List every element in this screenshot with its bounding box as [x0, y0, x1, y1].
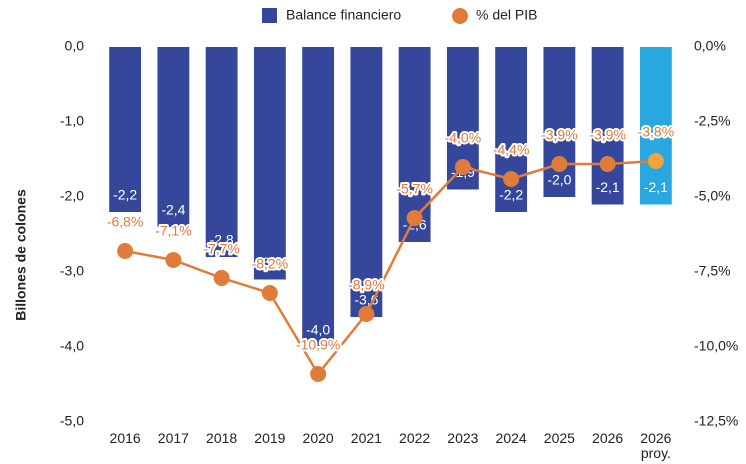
y2-tick-label: -7,5%	[694, 263, 731, 279]
x-tick-label: 2026	[592, 430, 624, 446]
line-marker	[551, 156, 568, 172]
x-tick-label: 2018	[206, 430, 238, 446]
x-tick-label: 2020	[302, 430, 334, 446]
y2-tick-label: -10,0%	[694, 338, 738, 354]
legend-swatch	[262, 8, 277, 23]
x-tick-label: 2024	[495, 430, 527, 446]
x-tick-label: 2023	[447, 430, 479, 446]
bar	[398, 47, 431, 242]
line-marker	[647, 153, 664, 169]
bar	[350, 47, 383, 317]
y-tick-label: 0,0	[65, 38, 85, 54]
y-tick-label: -2,0	[60, 188, 84, 204]
line-marker	[261, 285, 278, 301]
line-marker	[165, 252, 182, 268]
line-value-label: -10,9%	[296, 337, 340, 353]
bar	[253, 47, 286, 280]
bar-value-label: -2,2	[113, 187, 137, 203]
bar	[109, 47, 142, 212]
y2-tick-label: -5,0%	[694, 188, 731, 204]
line-value-label: -4,0%	[445, 130, 482, 146]
bar-value-label: -3,1	[258, 254, 282, 270]
line-value-label: -4,4%	[493, 142, 530, 158]
line	[124, 159, 656, 377]
line-marker	[454, 159, 471, 175]
bar-value-label: -4,0	[306, 322, 330, 338]
line-marker	[213, 270, 230, 286]
bar	[205, 47, 238, 257]
x-tick-label: 2019	[254, 430, 286, 446]
bar-value-label: -2,1	[644, 179, 668, 195]
line-value-label: -3,8%	[638, 124, 675, 140]
x-tick-label: 2021	[350, 430, 382, 446]
y2-tick-label: 0,0%	[694, 38, 726, 54]
line-value-label: -3,9%	[541, 127, 578, 143]
x-tick-label: 2025	[543, 430, 575, 446]
line-value-label: -8,9%	[348, 277, 385, 293]
line-value-label: -5,7%	[396, 181, 433, 197]
y-tick-label: -5,0	[60, 413, 84, 429]
legend-swatch	[452, 8, 468, 24]
bar-value-label: -2,1	[596, 179, 620, 195]
bar-value-label: -2,2	[499, 187, 523, 203]
bar	[639, 47, 672, 205]
line-marker	[503, 171, 520, 187]
line-value-label: -7,1%	[155, 223, 192, 239]
x-tick-label: 2017	[157, 430, 189, 446]
y-tick-label: -4,0	[60, 338, 84, 354]
bar	[157, 47, 190, 227]
y2-tick-label: -2,5%	[694, 113, 731, 129]
line-value-label: -7,7%	[203, 241, 240, 257]
line-marker	[599, 156, 616, 172]
y-tick-label: -3,0	[60, 263, 84, 279]
x-tick-label: 2016	[109, 430, 141, 446]
line-marker	[117, 243, 134, 259]
x-tick-label: 2022	[399, 430, 431, 446]
bar-value-label: -2,4	[161, 202, 185, 218]
line-marker	[358, 306, 375, 322]
bar-value-label: -2,8	[210, 232, 234, 248]
y2-tick-label: -12,5%	[694, 413, 738, 429]
line-value-label: -3,9%	[589, 127, 626, 143]
legend-label: % del PIB	[476, 7, 537, 23]
line-marker	[310, 366, 327, 382]
bar	[302, 47, 335, 347]
line-marker	[406, 210, 423, 226]
line-value-label: -6,8%	[107, 214, 144, 230]
bar	[591, 47, 624, 205]
y-axis-title: Billones de colones	[13, 189, 29, 321]
line-value-label: -8,2%	[252, 256, 289, 272]
legend-label: Balance financiero	[286, 7, 401, 23]
x-tick-label: 2026 proy.	[640, 430, 672, 461]
y-tick-label: -1,0	[60, 113, 84, 129]
bar-value-label: -2,0	[547, 172, 571, 188]
